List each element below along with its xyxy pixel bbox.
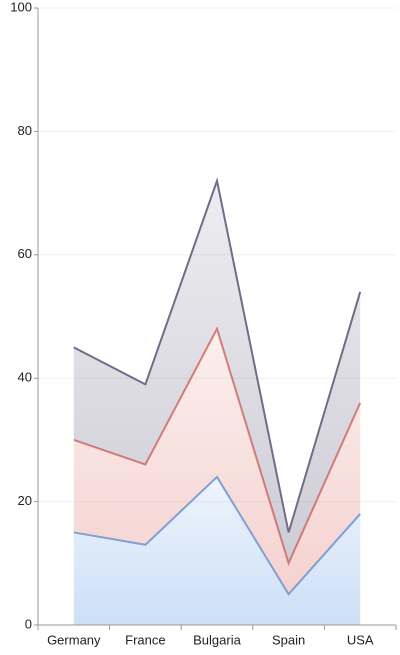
y-tick-label: 100 [10,0,32,14]
x-tick-label: France [125,632,165,647]
area [73,180,361,564]
y-tick-label: 20 [18,493,32,508]
area [73,476,361,625]
area [73,328,361,595]
y-tick-label: 0 [25,616,32,631]
line [73,177,362,533]
x-tick-label: Germany [47,632,101,647]
x-tick-label: Bulgaria [193,632,241,647]
x-tick-label: Spain [272,632,305,647]
y-tick-label: 40 [18,370,32,385]
x-tick-label: USA [347,632,374,647]
y-tick-label: 80 [18,123,32,138]
y-tick-label: 60 [18,246,32,261]
